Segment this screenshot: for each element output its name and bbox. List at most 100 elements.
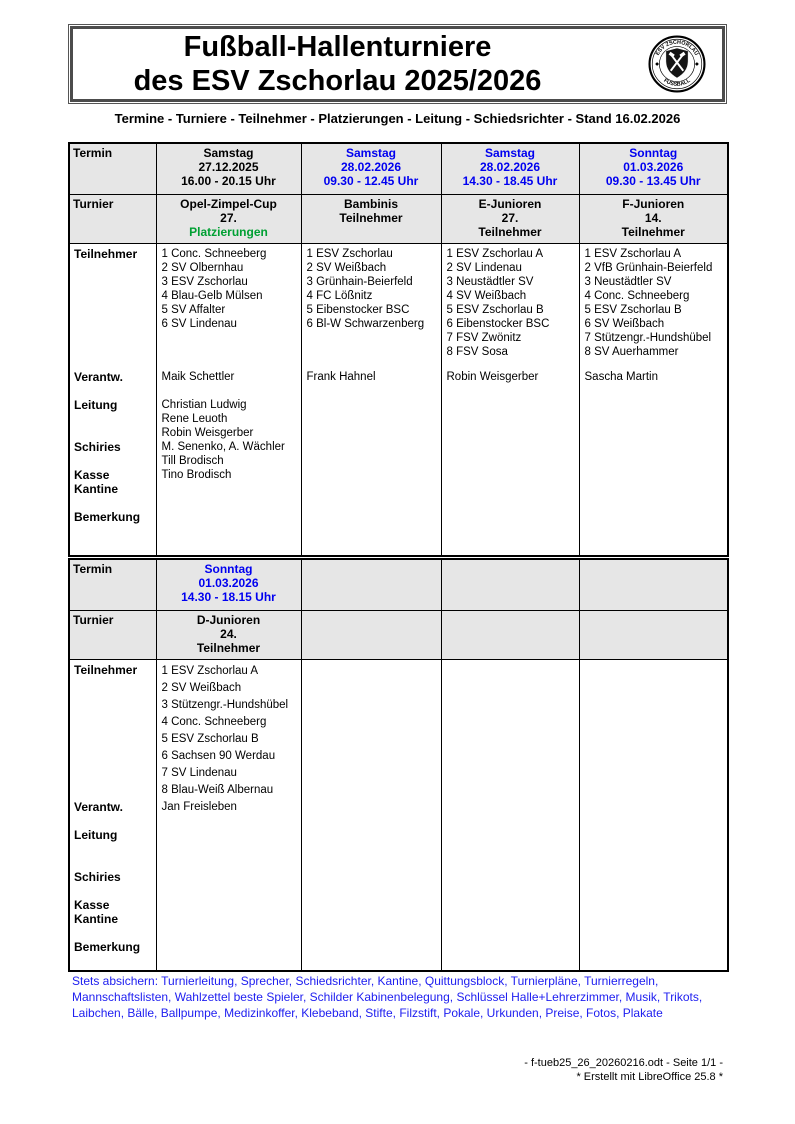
turnier-label: Turnier bbox=[68, 610, 157, 660]
t2-termin-col1: Sonntag 01.03.2026 14.30 - 18.15 Uhr bbox=[155, 558, 302, 611]
schedule-table-2: Termin Sonntag 01.03.2026 14.30 - 18.15 … bbox=[68, 558, 729, 972]
document-footer: - f-tueb25_26_20260216.odt - Seite 1/1 -… bbox=[524, 1056, 723, 1084]
badge-bottom-text: FUSSBALL bbox=[662, 77, 692, 87]
teilnehmer-label: Teilnehmer bbox=[74, 663, 138, 677]
team-list bbox=[302, 660, 440, 800]
t1-body-col2: 1 ESV Zschorlau 2 SV Weißbach 3 Grünhain… bbox=[300, 243, 442, 557]
tournament-count: 27. bbox=[220, 211, 237, 225]
tournament-count: 14. bbox=[644, 211, 662, 225]
schiries-value bbox=[580, 440, 727, 468]
footer-filename-page: - f-tueb25_26_20260216.odt - Seite 1/1 - bbox=[524, 1057, 723, 1069]
page-title-line2: des ESV Zschorlau 2025/2026 bbox=[133, 65, 542, 97]
kasse-kantine-label: Kasse Kantine bbox=[74, 468, 119, 496]
verantw-value: Jan Freisleben bbox=[161, 801, 237, 813]
t2-termin-col2 bbox=[300, 558, 442, 611]
t1-body-col4: 1 ESV Zschorlau A 2 VfB Grünhain-Beierfe… bbox=[578, 243, 729, 557]
t1-turnier-col1: Opel-Zimpel-Cup 27. Platzierungen bbox=[155, 194, 302, 244]
tournament-name: Bambinis bbox=[343, 197, 398, 211]
t2-termin-col3 bbox=[440, 558, 580, 611]
kasse-value bbox=[302, 468, 440, 510]
schiries-label: Schiries bbox=[74, 870, 121, 884]
verantw-value: Maik Schettler bbox=[161, 371, 235, 383]
team-list: 1 ESV Zschorlau A 2 VfB Grünhain-Beierfe… bbox=[584, 248, 713, 358]
t2-body-col1: 1 ESV Zschorlau A 2 SV Weißbach 3 Stütze… bbox=[155, 659, 302, 972]
t1-turnier-col3: E-Junioren 27. Teilnehmer bbox=[440, 194, 580, 244]
t1-termin-col4: Sonntag 01.03.2026 09.30 - 13.45 Uhr bbox=[578, 142, 729, 195]
bemerkung-label: Bemerkung bbox=[74, 510, 141, 524]
page-title: Fußball-Hallenturniere des ESV Zschorlau… bbox=[73, 30, 722, 98]
turnier-row: Turnier Opel-Zimpel-Cup 27. Platzierunge… bbox=[68, 194, 729, 244]
tournament-name: F-Junioren bbox=[622, 197, 685, 211]
team-list bbox=[442, 660, 578, 800]
team-list: 1 ESV Zschorlau A 2 SV Weißbach 3 Stütze… bbox=[161, 665, 289, 796]
body-row: Teilnehmer Verantw. Leitung Schiries Kas… bbox=[68, 243, 729, 557]
t1-termin-col3: Samstag 28.02.2026 14.30 - 18.45 Uhr bbox=[440, 142, 580, 195]
t2-body-col2 bbox=[300, 659, 442, 972]
verantw-value: Sascha Martin bbox=[584, 371, 659, 383]
tournament-name: E-Junioren bbox=[478, 197, 542, 211]
t1-body-col1: 1 Conc. Schneeberg 2 SV Olbernhau 3 ESV … bbox=[155, 243, 302, 557]
tournament-subtitle: Teilnehmer bbox=[196, 641, 261, 655]
turnier-label: Turnier bbox=[68, 194, 157, 244]
tournament-count: 24. bbox=[220, 627, 237, 641]
schiries-value: M. Senenko, A. Wächler Till Brodisch bbox=[161, 441, 285, 467]
t1-turnier-col2: Bambinis Teilnehmer bbox=[300, 194, 442, 244]
t2-row-labels: Teilnehmer Verantw. Leitung Schiries Kas… bbox=[68, 659, 157, 972]
team-list: 1 Conc. Schneeberg 2 SV Olbernhau 3 ESV … bbox=[161, 248, 267, 330]
leitung-value bbox=[302, 398, 440, 440]
leitung-value: Christian Ludwig Rene Leuoth Robin Weisg… bbox=[161, 399, 254, 439]
page-title-line1: Fußball-Hallenturniere bbox=[183, 31, 492, 63]
verantw-label: Verantw. bbox=[74, 800, 123, 814]
schiries-value bbox=[302, 440, 440, 468]
checklist-note: Stets absichern: Turnierleitung, Spreche… bbox=[72, 974, 703, 1020]
badge-crossed-hammers bbox=[668, 51, 686, 72]
kasse-kantine-label: Kasse Kantine bbox=[74, 898, 119, 926]
t1-row-labels: Teilnehmer Verantw. Leitung Schiries Kas… bbox=[68, 243, 157, 557]
schedule-table-1: Termin Samstag 27.12.2025 16.00 - 20.15 … bbox=[68, 142, 729, 557]
title-box-inner: Fußball-Hallenturniere des ESV Zschorlau… bbox=[70, 26, 725, 102]
kasse-value bbox=[157, 898, 300, 940]
schiries-value bbox=[442, 440, 578, 468]
bemerkung-label: Bemerkung bbox=[74, 940, 141, 954]
t2-body-col4 bbox=[578, 659, 729, 972]
tournament-subtitle: Teilnehmer bbox=[478, 225, 542, 239]
teilnehmer-label: Teilnehmer bbox=[74, 247, 138, 261]
verantw-value: Robin Weisgerber bbox=[446, 371, 539, 383]
verantw-label: Verantw. bbox=[74, 370, 123, 384]
termin-row: Termin Sonntag 01.03.2026 14.30 - 18.15 … bbox=[68, 558, 729, 611]
tournament-subtitle: Teilnehmer bbox=[621, 225, 685, 239]
leitung-value bbox=[157, 828, 300, 870]
leitung-value bbox=[580, 398, 727, 440]
leitung-label: Leitung bbox=[74, 828, 118, 842]
t2-termin-col4 bbox=[578, 558, 729, 611]
footer-created-with: * Erstellt mit LibreOffice 25.8 * bbox=[576, 1071, 723, 1083]
t2-turnier-col3 bbox=[440, 610, 580, 660]
t2-turnier-col2 bbox=[300, 610, 442, 660]
tournament-name: D-Junioren bbox=[196, 613, 261, 627]
tournament-subtitle: Teilnehmer bbox=[339, 211, 403, 225]
verantw-value: Frank Hahnel bbox=[306, 371, 376, 383]
t2-turnier-col4 bbox=[578, 610, 729, 660]
leitung-label: Leitung bbox=[74, 398, 118, 412]
t1-body-col3: 1 ESV Zschorlau A 2 SV Lindenau 3 Neustä… bbox=[440, 243, 580, 557]
club-badge-icon: ESV ZSCHORLAU FUSSBALL bbox=[648, 35, 706, 93]
t1-termin-col1: Samstag 27.12.2025 16.00 - 20.15 Uhr bbox=[155, 142, 302, 195]
team-list bbox=[580, 660, 727, 800]
t2-body-col3 bbox=[440, 659, 580, 972]
turnier-row: Turnier D-Junioren 24. Teilnehmer bbox=[68, 610, 729, 660]
kasse-value bbox=[442, 468, 578, 510]
termin-label: Termin bbox=[68, 142, 157, 195]
termin-label: Termin bbox=[68, 558, 157, 611]
team-list: 1 ESV Zschorlau 2 SV Weißbach 3 Grünhain… bbox=[306, 248, 425, 330]
t1-termin-col2: Samstag 28.02.2026 09.30 - 12.45 Uhr bbox=[300, 142, 442, 195]
tournament-subtitle: Platzierungen bbox=[189, 225, 268, 239]
subtitle: Termine - Turniere - Teilnehmer - Platzi… bbox=[114, 111, 681, 126]
body-row: Teilnehmer Verantw. Leitung Schiries Kas… bbox=[68, 659, 729, 972]
termin-row: Termin Samstag 27.12.2025 16.00 - 20.15 … bbox=[68, 142, 729, 195]
schiries-value bbox=[157, 870, 300, 898]
svg-text:FUSSBALL: FUSSBALL bbox=[662, 77, 692, 87]
kasse-value bbox=[580, 468, 727, 510]
t2-turnier-col1: D-Junioren 24. Teilnehmer bbox=[155, 610, 302, 660]
t1-turnier-col4: F-Junioren 14. Teilnehmer bbox=[578, 194, 729, 244]
